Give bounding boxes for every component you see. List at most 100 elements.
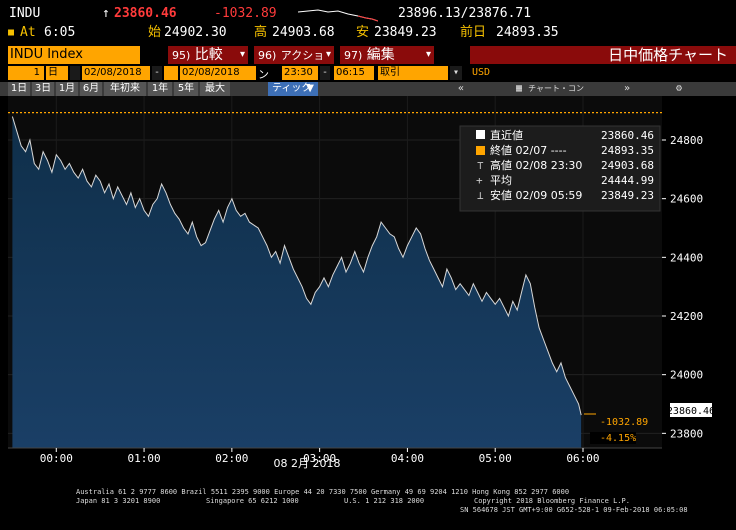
tick-select-label: ティック [272,83,312,94]
bid-ask: 23896.13/23876.71 [398,6,532,21]
price-area [12,116,582,448]
last-price-tag [670,403,712,417]
net-change: -1032.89 [214,6,277,21]
legend-avg-value: 24444.99 [601,174,654,187]
last-price: 23860.46 [114,6,177,21]
chart-svg: 23800 24000 24200 24400 24600 24800 00:00 01:0… [0,96,736,488]
x-tick-label: 05:00 [479,452,512,465]
range-button-1y[interactable]: 1年 [148,82,172,96]
prev-close-label: 前日 [460,25,487,40]
range-button-5y[interactable]: 5年 [174,82,198,96]
actions-menu-label: アクション [258,49,325,81]
security-field[interactable]: INDU Index [8,46,140,64]
at-label: At [20,25,36,40]
range-button-1m[interactable]: 1月 [56,82,78,96]
footer-contacts-singapore: Singapore 65 6212 1000 [206,497,299,505]
footer-contacts-us: U.S. 1 212 318 2000 [344,497,425,505]
compare-menu-number: 95) [172,49,191,62]
y-tick-label: 24400 [670,251,703,264]
double-chevron-right-icon[interactable]: » [624,83,631,94]
legend-low-label: 安値 02/09 05:59 [490,188,582,202]
edit-menu-number: 97) [344,49,363,62]
y-tick-label: 24200 [670,310,703,323]
field-type-select[interactable]: 取引 [378,66,448,80]
low-marker-icon: ⊥ [477,189,484,202]
double-chevron-left-icon[interactable]: « [458,83,465,94]
period-unit-field[interactable]: 日 [46,66,68,80]
period-count-field[interactable]: 1 [8,66,44,80]
footer-contacts-japan: Japan 81 3 3201 8900 [76,497,161,505]
chart-icon: ▦ [516,83,523,94]
legend-last-value: 23860.46 [601,129,654,142]
compare-menu[interactable]: 95) 比較 ▾ [168,46,248,64]
x-tick-label: 04:00 [391,452,424,465]
actions-menu-number: 96) [258,49,277,62]
y-tick-label: 23800 [670,427,703,440]
settings-icon[interactable]: ⚙ [676,83,683,94]
end-time-field[interactable]: 06:15 [334,66,374,80]
high-value: 24903.68 [272,25,335,40]
average-marker-icon: + [476,174,483,187]
range-button-6m[interactable]: 6月 [80,82,102,96]
page-title: 日中価格チャート [470,46,736,64]
x-tick-label: 03:00 [303,452,336,465]
range-button-3d[interactable]: 3日 [32,82,54,96]
y-tick-label: 24800 [670,134,703,147]
currency-label: USD [466,66,506,80]
legend-last-label: 直近値 [490,128,523,142]
y-axis: 23800 24000 24200 24400 24600 24800 [662,134,703,440]
range-button-1d[interactable]: 1日 [8,82,30,96]
start-date-field[interactable]: 02/08/2018 [82,66,150,80]
x-axis-title: 08 2月 2018 [274,457,341,470]
chart-legend[interactable]: 直近値 23860.46 終値 02/07 ---- 24893.35 ⊤ 高値… [459,125,661,212]
edit-menu[interactable]: 97) 編集 ▾ [340,46,434,64]
end-date-field[interactable]: 02/08/2018 [180,66,256,80]
actions-menu[interactable]: 96) アクション ▾ [254,46,334,81]
open-value: 24902.30 [164,25,227,40]
x-tick-label: 00:00 [40,452,73,465]
intraday-chart[interactable]: 23800 24000 24200 24400 24600 24800 00:00 01:0… [0,96,736,488]
edit-menu-label: 編集 [366,47,395,63]
tick-select[interactable]: ティック ▼ [268,82,318,96]
start-time-field[interactable]: 23:30 [282,66,318,80]
legend-low-value: 23849.23 [601,189,654,202]
range-button-ytd[interactable]: 年初来 [104,82,146,96]
compare-menu-label: 比較 [194,47,223,63]
open-label: 始 [148,25,162,40]
legend-avg-label: 平均 [490,174,512,187]
prev-close-value: 24893.35 [496,25,559,40]
ticker: INDU [9,6,41,21]
price-line [11,116,582,416]
chevron-down-icon[interactable]: ▾ [450,66,462,80]
high-label: 高 [254,25,268,40]
high-marker-icon: ⊤ [477,159,484,172]
x-tick-label: 06:00 [566,452,599,465]
x-tick-label: 01:00 [128,452,161,465]
sparkline-icon [298,9,378,22]
low-label: 安 [356,25,370,40]
chevron-down-icon: ▾ [325,49,331,60]
time-separator: - [320,66,330,80]
footer-contacts-line1: Australia 61 2 9777 8600 Brazil 5511 239… [76,488,570,496]
footer-copyright: Copyright 2018 Bloomberg Finance L.P. [474,497,630,505]
legend-close-value: 24893.35 [601,144,654,157]
last-price-tag-text: 23860.46 [667,406,715,417]
footer-session-info: SN 564678 JST GMT+9:00 G652-528-1 09-Feb… [460,506,688,514]
chart-contents-button[interactable]: ▦ チャート・コンテンツ [516,82,586,107]
x-axis: 00:00 01:00 02:00 03:00 04:00 05:00 06:00 [8,447,662,465]
y-tick-label: 24600 [670,193,703,206]
y-tick-label: 24000 [670,369,703,382]
legend-close-label: 終値 02/07 ---- [490,143,567,157]
quote-header: INDU ↑ 23860.46 -1032.89 23896.13/23876.… [0,0,736,44]
pct-change-annotation: -4.15% [600,433,636,444]
prev-close-swatch-icon [476,146,485,155]
low-value: 23849.23 [374,25,437,40]
chevron-down-icon: ▼ [306,83,314,94]
change-annotation: -1032.89 [600,417,648,428]
range-button-max[interactable]: 最大 [200,82,230,96]
legend-high-label: 高値 02/08 23:30 [490,158,582,172]
footer: Australia 61 2 9777 8600 Brazil 5511 239… [0,486,736,530]
legend-high-value: 24903.68 [601,159,654,172]
chevron-down-icon: ▾ [425,49,431,60]
last-swatch-icon [476,130,485,139]
